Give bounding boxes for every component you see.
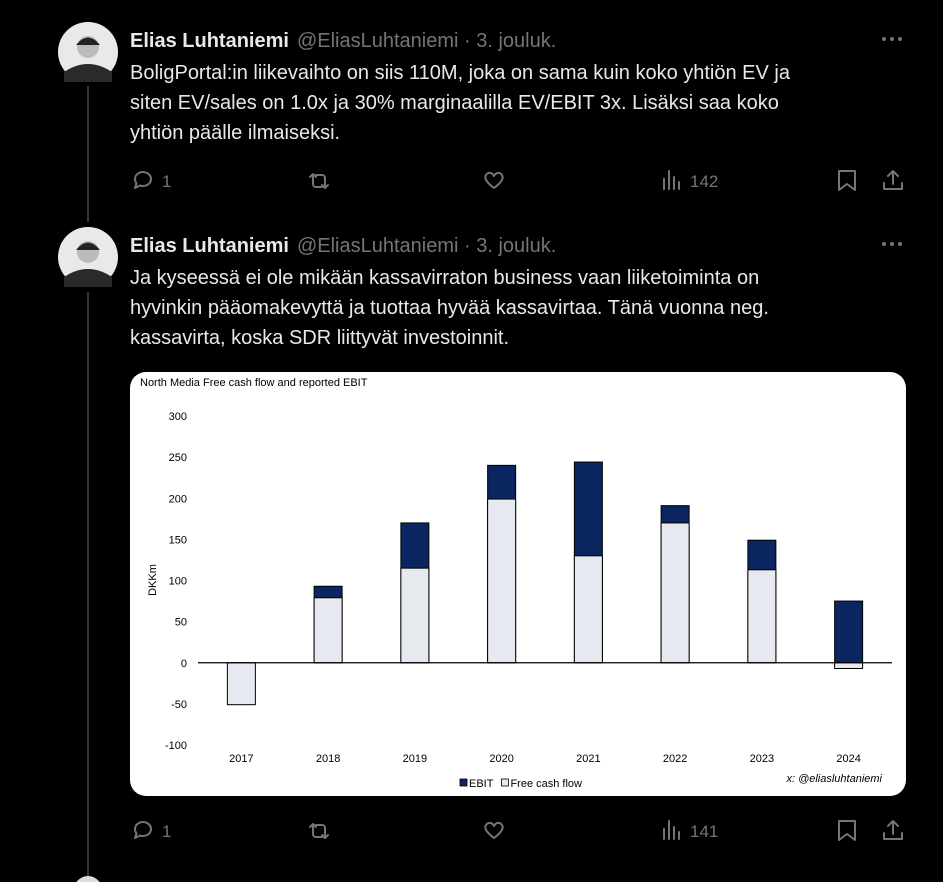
chart-title: North Media Free cash flow and reported … [140,377,368,389]
share-button-glyph [883,170,903,190]
chart-card [130,372,906,796]
x-tick-label: 2018 [316,753,340,765]
bookmark-button[interactable] [838,820,856,841]
legend-swatch [501,778,509,787]
y-axis-label: DKKm [147,564,159,596]
y-tick-label: -50 [171,699,187,711]
reply-button-glyph [134,821,152,839]
avatar-hat [76,242,100,250]
bar [747,569,777,664]
y-tick-label: 250 [169,452,187,464]
y-tick-label: 100 [169,576,187,588]
share-button-glyph [883,820,903,840]
reply-button[interactable] [134,821,152,839]
legend-swatch [459,778,468,787]
bar [834,662,864,670]
more-dot[interactable] [890,242,894,246]
x-tick-label: 2019 [403,753,427,765]
avatar[interactable] [58,227,118,287]
view-count: 141 [690,822,718,841]
tweet-text: yhtiön päälle ilmaiseksi. [130,122,340,144]
y-tick-label: 300 [169,411,187,423]
more-dot[interactable] [898,242,902,246]
y-tick-label: -100 [165,740,187,752]
avatar-hat [76,37,100,45]
bar [834,600,864,664]
tweet-text: Ja kyseessä ei ole mikään kassavirraton … [130,267,759,289]
bar [487,498,517,664]
x-tick-label: 2023 [750,753,774,765]
y-tick-label: 0 [181,658,187,670]
reply-button[interactable] [134,171,152,189]
repost-button[interactable] [309,823,329,839]
author-name[interactable]: Elias Luhtaniemi [130,235,289,257]
avatar-body [64,269,112,287]
next-avatar [76,876,100,882]
bookmark-button-glyph [838,170,856,191]
tweet-text: siten EV/sales on 1.0x ja 30% marginaali… [130,92,779,114]
author-meta: @EliasLuhtaniemi · 3. jouluk. [297,235,556,257]
x-tick-label: 2022 [663,753,687,765]
legend-label: EBIT [469,778,494,790]
tweet-text: hyvinkin pääomakevyttä ja tuottaa hyvää … [130,297,769,319]
x-tick-label: 2024 [836,753,860,765]
bar [660,522,690,664]
like-button-glyph [484,821,504,839]
more-dot[interactable] [898,37,902,41]
legend-label: Free cash flow [510,778,582,790]
reply-count: 1 [162,172,171,191]
views-button-glyph [663,170,680,190]
tweet-text: kassavirta, koska SDR liittyvät investoi… [130,327,509,349]
x-tick-label: 2021 [576,753,600,765]
repost-button-glyph [309,173,329,189]
views-button-glyph [663,820,680,840]
y-tick-label: 150 [169,534,187,546]
views-button[interactable] [663,820,680,840]
tweet-text: BoligPortal:in liikevaihto on siis 110M,… [130,62,791,84]
bar [226,662,256,706]
bookmark-button-glyph [838,820,856,841]
like-button[interactable] [484,821,504,839]
bar [313,597,343,664]
repost-button-glyph [309,823,329,839]
y-tick-label: 200 [169,493,187,505]
more-dot[interactable] [890,37,894,41]
view-count: 142 [690,172,718,191]
bar [573,555,603,664]
author-meta: @EliasLuhtaniemi · 3. jouluk. [297,30,556,52]
y-tick-label: 50 [175,617,187,629]
bar [400,567,430,664]
bookmark-button[interactable] [838,170,856,191]
share-button[interactable] [883,170,903,190]
x-tick-label: 2020 [489,753,513,765]
author-name[interactable]: Elias Luhtaniemi [130,30,289,52]
more-dot[interactable] [882,37,886,41]
like-button-glyph [484,171,504,189]
avatar-body [64,64,112,82]
watermark: x: @eliasluhtaniemi [785,773,882,785]
views-button[interactable] [663,170,680,190]
repost-button[interactable] [309,173,329,189]
avatar[interactable] [58,22,118,82]
like-button[interactable] [484,171,504,189]
reply-button-glyph [134,171,152,189]
more-dot[interactable] [882,242,886,246]
x-tick-label: 2017 [229,753,253,765]
reply-count: 1 [162,822,171,841]
share-button[interactable] [883,820,903,840]
